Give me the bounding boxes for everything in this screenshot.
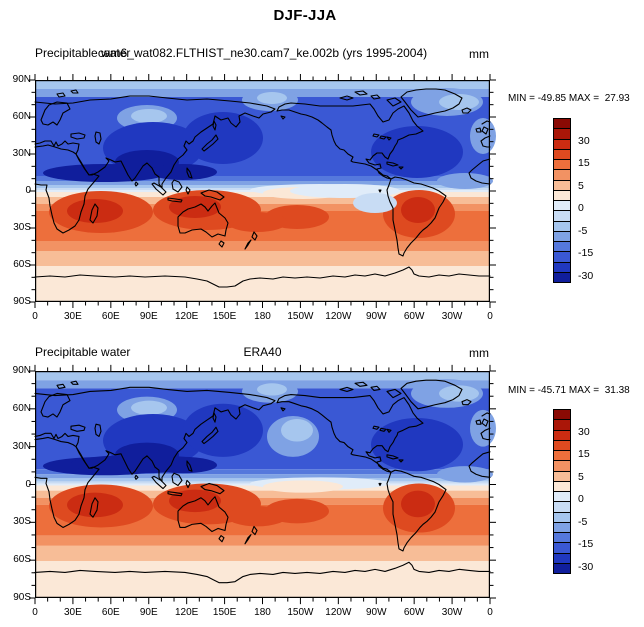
lat-tick-label: 30S xyxy=(13,222,31,233)
lon-tick-label: 180 xyxy=(254,311,271,322)
lon-tick-label: 150W xyxy=(287,607,314,618)
lon-tick-label: 0 xyxy=(32,607,38,618)
colorbar-tick-label: 0 xyxy=(578,202,584,214)
lon-tick-label: 60E xyxy=(101,311,120,322)
colorbar-tick-label: -15 xyxy=(578,538,594,550)
lon-tick-label: 90E xyxy=(139,311,158,322)
colorbar-tick-label: 0 xyxy=(578,493,584,505)
lat-tick-label: 90N xyxy=(12,365,31,376)
lon-tick-label: 90W xyxy=(365,607,387,618)
map-model: 90N 60N 30N 0 30S 60S 90S 0 30E 60E 90E 120E 150E 18… xyxy=(13,74,496,322)
lat-tick-label: 0 xyxy=(25,185,31,196)
lat-tick-label: 60N xyxy=(12,402,31,414)
case-title: cam6_wat082.FLTHIST_ne30.cam7_ke.002b (y… xyxy=(97,46,428,60)
min-max-stats: MIN = -49.85 MAX = 27.93 xyxy=(508,93,630,104)
lat-tick-label: 30S xyxy=(13,516,31,528)
variable-label: Precipitable water xyxy=(35,345,131,359)
lon-tick-label: 90W xyxy=(365,311,387,322)
lon-tick-label: 30E xyxy=(64,607,82,618)
lon-tick-label: 0 xyxy=(487,311,493,322)
lon-tick-label: 120W xyxy=(325,607,352,618)
units-label: mm xyxy=(469,346,489,360)
lat-tick-label: 60S xyxy=(13,554,31,566)
lon-tick-label: 60W xyxy=(403,607,425,618)
colorbar: 30 15 5 0 -5 -15 -30 xyxy=(553,118,593,300)
min-max-stats: MIN = -45.71 MAX = 31.38 xyxy=(508,385,630,396)
lon-tick-label: 30E xyxy=(64,311,82,322)
lat-tick-label: 90S xyxy=(13,592,31,603)
lon-tick-label: 120W xyxy=(325,311,352,322)
panel-header: Precipitable water cam6_wat082.FLTHIST_n… xyxy=(35,46,490,61)
lon-tick-label: 150E xyxy=(212,311,237,322)
lat-tick-label: 30N xyxy=(12,148,31,159)
contour-field xyxy=(35,371,496,598)
colorbar-tick-label: -5 xyxy=(578,224,588,237)
lat-tick-label: 90S xyxy=(13,296,31,307)
colorbar-cell xyxy=(553,562,571,574)
colorbar-tick-label: -30 xyxy=(578,560,594,573)
colorbar-tick-label: 5 xyxy=(578,470,584,483)
lon-tick-label: 60E xyxy=(101,607,120,618)
units-label: mm xyxy=(469,47,489,61)
world-map-svg xyxy=(29,74,496,308)
lat-tick-label: 30N xyxy=(12,440,31,452)
figure-title: DJF-JJA xyxy=(273,7,337,24)
lon-tick-label: 120E xyxy=(174,311,199,322)
lon-tick-label: 180 xyxy=(254,607,271,618)
colorbar: 30 15 5 0 -5 -15 -30 xyxy=(553,409,593,591)
lon-tick-label: 90E xyxy=(139,607,158,618)
variable-label: Precipitable water xyxy=(35,46,131,60)
colorbar-tick-label: 15 xyxy=(578,157,590,169)
lon-tick-label: 0 xyxy=(32,311,38,322)
colorbar-tick-label: 5 xyxy=(578,179,584,192)
lat-tick-label: 0 xyxy=(25,478,31,490)
map-frame xyxy=(35,80,490,303)
colorbar-tick-label: 30 xyxy=(578,425,590,438)
colorbar-tick-label: 15 xyxy=(578,448,590,460)
colorbar-cell xyxy=(553,271,571,283)
lon-tick-label: 150E xyxy=(212,607,237,618)
coastlines-layer xyxy=(34,379,491,584)
map-era40: 90N 60N 30N 0 30S 60S 90S 0 30E 60E 90E 120E 150E 18… xyxy=(13,364,496,618)
tick-marks xyxy=(29,74,496,308)
lat-tick-label: 60S xyxy=(13,259,31,270)
colorbar-tick-label: 30 xyxy=(578,134,590,147)
panel-header: Precipitable water ERA40 mm xyxy=(35,345,490,360)
lat-tick-label: 60N xyxy=(12,111,31,122)
lon-tick-label: 150W xyxy=(287,311,314,322)
map-frame xyxy=(35,371,490,599)
contour-field xyxy=(35,80,496,302)
colorbar-tick-label: -15 xyxy=(578,247,594,259)
colorbar-tick-label: -30 xyxy=(578,269,594,282)
lon-tick-label: 120E xyxy=(174,607,199,618)
world-map-svg xyxy=(29,364,496,605)
lon-tick-label: 60W xyxy=(403,311,425,322)
lon-tick-label: 30W xyxy=(441,311,463,322)
lon-tick-label: 0 xyxy=(487,607,493,618)
colorbar-tick-label: -5 xyxy=(578,515,588,528)
lon-tick-label: 30W xyxy=(441,607,463,618)
case-title: ERA40 xyxy=(243,345,282,359)
lat-tick-label: 90N xyxy=(12,74,31,85)
tick-marks xyxy=(29,364,496,605)
coastlines-layer xyxy=(34,88,491,288)
